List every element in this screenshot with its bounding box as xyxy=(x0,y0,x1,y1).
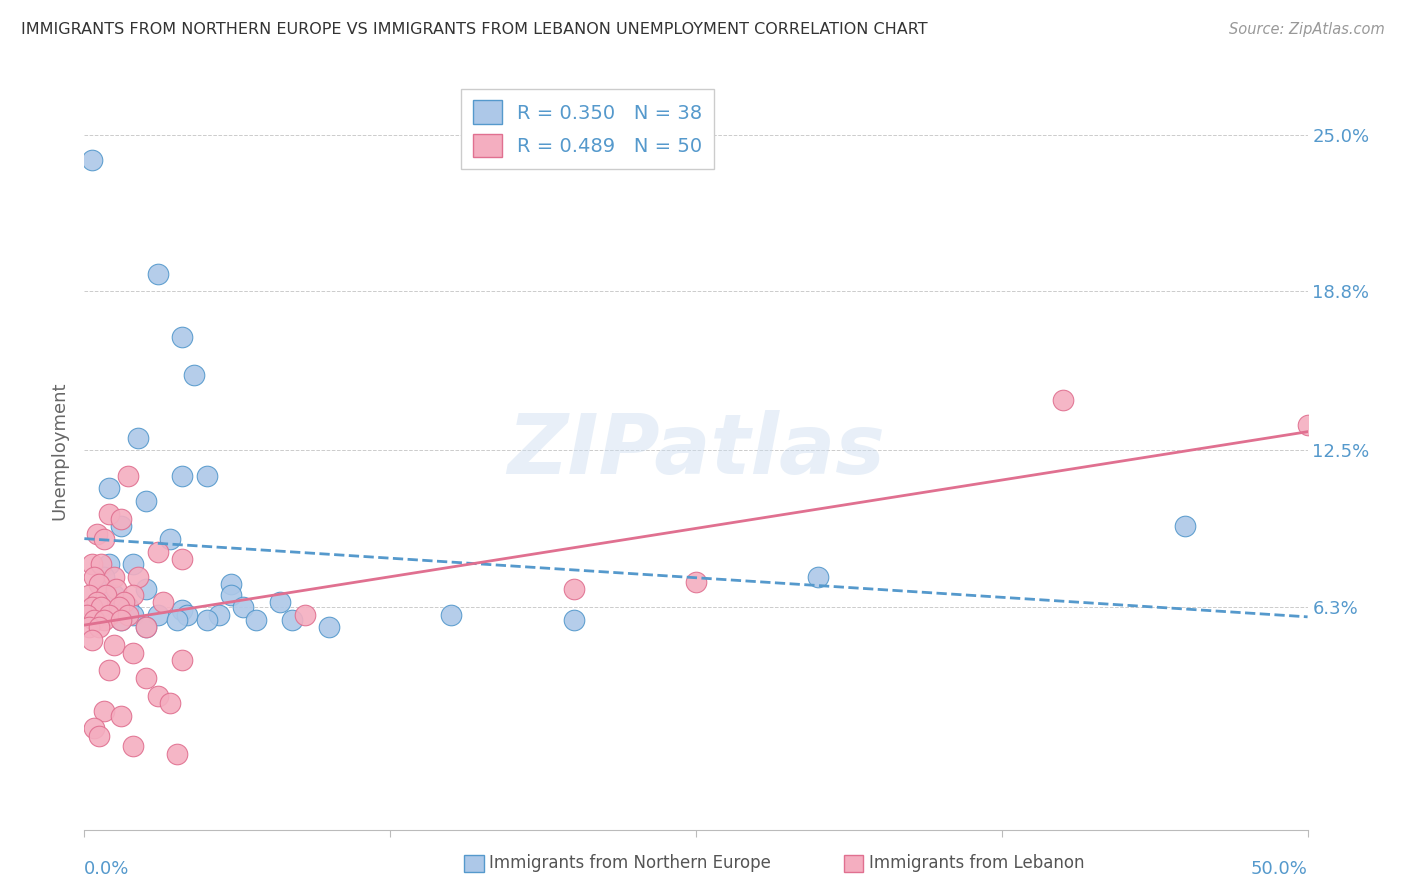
Point xyxy=(195,613,218,627)
Point xyxy=(195,468,218,483)
Point xyxy=(77,588,100,602)
Point xyxy=(83,722,105,736)
Point xyxy=(135,582,157,597)
Point xyxy=(183,368,205,382)
Point xyxy=(97,557,120,572)
Point xyxy=(232,600,254,615)
Point xyxy=(110,613,132,627)
Point xyxy=(318,620,340,634)
Point xyxy=(122,588,145,602)
Point xyxy=(176,607,198,622)
Point xyxy=(146,607,169,622)
Point xyxy=(166,747,188,761)
Point xyxy=(172,603,194,617)
Point xyxy=(86,595,108,609)
Point xyxy=(90,600,112,615)
Point xyxy=(97,507,120,521)
Y-axis label: Unemployment: Unemployment xyxy=(51,381,69,520)
Point xyxy=(135,620,157,634)
Point xyxy=(562,613,585,627)
Text: IMMIGRANTS FROM NORTHERN EUROPE VS IMMIGRANTS FROM LEBANON UNEMPLOYMENT CORRELAT: IMMIGRANTS FROM NORTHERN EUROPE VS IMMIG… xyxy=(21,22,928,37)
Text: Source: ZipAtlas.com: Source: ZipAtlas.com xyxy=(1229,22,1385,37)
Point xyxy=(440,607,463,622)
Point xyxy=(159,696,181,710)
Point xyxy=(107,600,129,615)
Point xyxy=(80,600,103,615)
Point xyxy=(103,638,125,652)
Point xyxy=(135,671,157,685)
Point xyxy=(117,600,139,615)
Point xyxy=(135,620,157,634)
Point xyxy=(86,526,108,541)
Point xyxy=(86,595,108,609)
Point xyxy=(172,653,194,667)
Point xyxy=(80,153,103,167)
Point xyxy=(685,574,707,589)
Point xyxy=(83,570,105,584)
Point xyxy=(103,570,125,584)
Point xyxy=(269,595,291,609)
Point xyxy=(152,595,174,609)
Legend: R = 0.350   N = 38, R = 0.489   N = 50: R = 0.350 N = 38, R = 0.489 N = 50 xyxy=(461,88,714,169)
Point xyxy=(122,607,145,622)
Point xyxy=(97,482,120,496)
Point xyxy=(1174,519,1197,533)
Point xyxy=(110,519,132,533)
Point xyxy=(93,570,115,584)
Point xyxy=(112,595,135,609)
Point xyxy=(146,689,169,703)
Text: Immigrants from Northern Europe: Immigrants from Northern Europe xyxy=(489,855,770,872)
Point xyxy=(105,582,128,597)
Text: 50.0%: 50.0% xyxy=(1251,860,1308,878)
Point xyxy=(110,512,132,526)
Point xyxy=(97,607,120,622)
Point xyxy=(245,613,267,627)
Point xyxy=(77,620,100,634)
Point xyxy=(159,532,181,546)
Point xyxy=(1052,392,1074,407)
Point xyxy=(562,582,585,597)
Point xyxy=(93,613,115,627)
Point xyxy=(122,646,145,660)
Point xyxy=(166,613,188,627)
Point xyxy=(97,664,120,678)
Point xyxy=(93,704,115,718)
Point xyxy=(90,557,112,572)
Point xyxy=(219,588,242,602)
Point xyxy=(80,557,103,572)
Point xyxy=(87,620,110,634)
Point xyxy=(103,588,125,602)
Point xyxy=(172,552,194,566)
Point xyxy=(127,570,149,584)
Point xyxy=(208,607,231,622)
Text: 0.0%: 0.0% xyxy=(84,860,129,878)
Point xyxy=(127,431,149,445)
Point xyxy=(807,570,830,584)
Point xyxy=(146,267,169,281)
Point xyxy=(117,468,139,483)
Point xyxy=(96,588,118,602)
Point xyxy=(87,729,110,743)
Point xyxy=(146,544,169,558)
Point xyxy=(87,577,110,591)
Text: Immigrants from Lebanon: Immigrants from Lebanon xyxy=(869,855,1084,872)
Point xyxy=(110,613,132,627)
Point xyxy=(80,633,103,648)
Point xyxy=(76,607,98,622)
Text: ZIPatlas: ZIPatlas xyxy=(508,410,884,491)
Point xyxy=(83,613,105,627)
Point xyxy=(135,494,157,508)
Point xyxy=(172,330,194,344)
Point xyxy=(219,577,242,591)
Point xyxy=(110,708,132,723)
Point xyxy=(294,607,316,622)
Point xyxy=(122,739,145,753)
Point xyxy=(93,532,115,546)
Point xyxy=(122,557,145,572)
Point xyxy=(281,613,304,627)
Point xyxy=(1296,418,1319,433)
Point xyxy=(117,607,139,622)
Point xyxy=(172,468,194,483)
